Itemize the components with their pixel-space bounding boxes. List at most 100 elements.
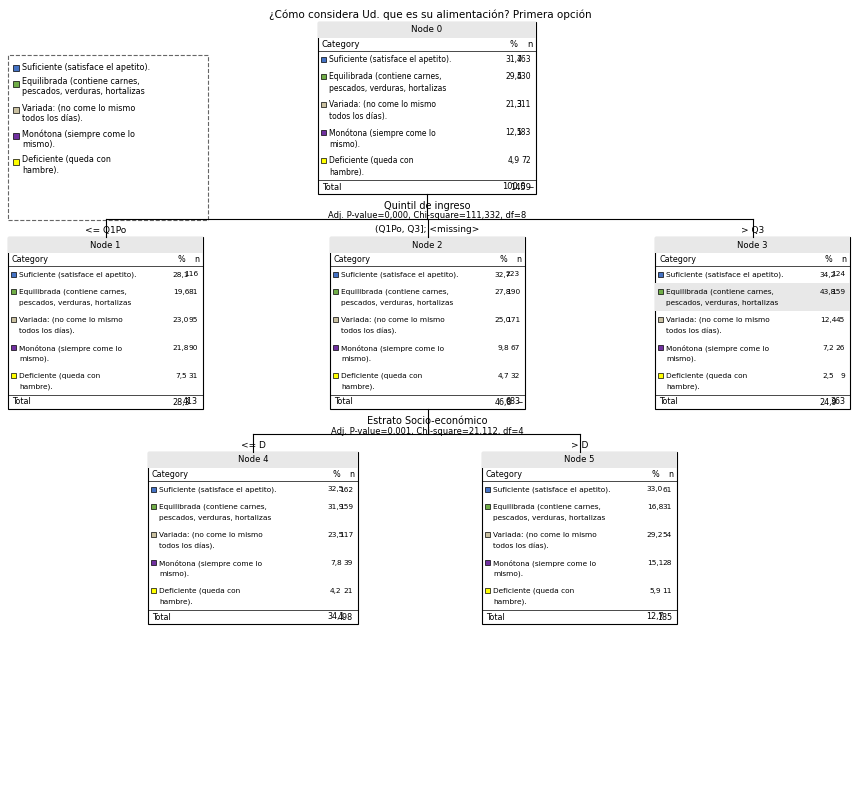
Text: Quintil de ingreso: Quintil de ingreso (384, 201, 470, 211)
Text: 116: 116 (184, 272, 198, 277)
Bar (485, 588, 490, 593)
Text: n: n (517, 255, 521, 264)
Text: 31,9: 31,9 (328, 504, 344, 510)
Text: 90: 90 (188, 345, 198, 351)
Text: Total: Total (12, 397, 31, 406)
Bar (321, 158, 326, 163)
Text: 28,1: 28,1 (173, 272, 189, 277)
Text: %: % (510, 40, 518, 49)
Text: todos los días).: todos los días). (19, 328, 75, 335)
Bar (318, 22, 536, 194)
Text: 28,3: 28,3 (172, 397, 190, 406)
Text: 7,2: 7,2 (822, 345, 834, 351)
Text: mismo).: mismo). (329, 139, 360, 149)
Text: Monótona (siempre come lo: Monótona (siempre come lo (19, 344, 122, 352)
Bar (151, 560, 156, 565)
Text: todos los días).: todos los días). (22, 114, 83, 123)
Text: <= D: <= D (241, 441, 266, 449)
Bar (333, 373, 338, 378)
Text: Deficiente (queda con: Deficiente (queda con (159, 588, 240, 594)
Text: 26: 26 (836, 345, 845, 351)
Text: 45: 45 (836, 317, 845, 323)
Text: 21,3: 21,3 (506, 100, 522, 110)
Text: n: n (841, 255, 846, 264)
Text: 183: 183 (517, 128, 531, 138)
Text: todos los días).: todos los días). (341, 328, 396, 335)
Bar (655, 283, 850, 311)
Text: 31: 31 (188, 373, 198, 379)
Text: 117: 117 (339, 532, 353, 538)
Text: 34,1: 34,1 (328, 613, 345, 622)
Text: n: n (527, 40, 532, 49)
Bar (151, 504, 156, 509)
Text: %: % (651, 470, 659, 479)
Text: Total: Total (486, 613, 505, 622)
Text: Equilibrada (contiene carnes,: Equilibrada (contiene carnes, (19, 288, 126, 296)
Text: hambre).: hambre). (22, 166, 59, 175)
Text: 31: 31 (662, 504, 672, 510)
Text: −: − (517, 398, 523, 407)
Text: Total: Total (322, 183, 341, 191)
Text: mismo).: mismo). (22, 139, 55, 148)
Text: 46,8: 46,8 (494, 397, 512, 406)
Text: 34,2: 34,2 (820, 272, 836, 277)
Text: Category: Category (659, 255, 696, 264)
Text: todos los días).: todos los días). (666, 328, 722, 335)
Text: 311: 311 (517, 100, 531, 110)
Bar (658, 373, 663, 378)
Text: pescados, verduras, hortalizas: pescados, verduras, hortalizas (493, 515, 605, 521)
Text: Suficiente (satisface el apetito).: Suficiente (satisface el apetito). (341, 272, 458, 278)
Text: Suficiente (satisface el apetito).: Suficiente (satisface el apetito). (329, 55, 452, 64)
Text: Category: Category (334, 255, 371, 264)
Text: Deficiente (queda con: Deficiente (queda con (19, 372, 101, 379)
Text: 61: 61 (662, 486, 672, 493)
Text: 11: 11 (662, 588, 672, 594)
Text: 32,7: 32,7 (494, 272, 511, 277)
Text: Monótona (siempre come lo: Monótona (siempre come lo (329, 128, 436, 138)
Text: Equilibrada (contiene carnes,: Equilibrada (contiene carnes, (666, 288, 774, 296)
Bar (655, 237, 850, 409)
Text: Variada: (no come lo mismo: Variada: (no come lo mismo (666, 316, 770, 324)
Text: pescados, verduras, hortalizas: pescados, verduras, hortalizas (19, 300, 132, 306)
Text: n: n (194, 255, 200, 264)
Text: 25,0: 25,0 (494, 317, 511, 323)
Text: 19,6: 19,6 (173, 289, 189, 295)
Text: hambre).: hambre). (159, 599, 193, 606)
Text: todos los días).: todos los días). (493, 542, 549, 549)
Text: mismo).: mismo). (493, 571, 523, 578)
Bar (148, 452, 358, 468)
Text: pescados, verduras, hortalizas: pescados, verduras, hortalizas (159, 515, 271, 521)
Text: Adj. P-value=0,001, Chi-square=21,112, df=4: Adj. P-value=0,001, Chi-square=21,112, d… (331, 426, 524, 436)
Bar (321, 130, 326, 135)
Bar (318, 22, 536, 38)
Text: Equilibrada (contiene carnes,: Equilibrada (contiene carnes, (22, 78, 139, 87)
Bar (11, 373, 16, 378)
Text: 72: 72 (521, 156, 531, 166)
Text: 223: 223 (506, 272, 520, 277)
Text: Monótona (siempre come lo: Monótona (siempre come lo (159, 559, 262, 567)
Text: Node 1: Node 1 (90, 240, 120, 249)
Text: 100,0: 100,0 (502, 183, 525, 191)
Bar (8, 237, 203, 253)
Text: 33,0: 33,0 (647, 486, 663, 493)
Text: 27,8: 27,8 (494, 289, 511, 295)
Text: −: − (528, 183, 534, 192)
Bar (11, 272, 16, 277)
Text: Adj. P-value=0,000, Chi-square=111,332, df=8: Adj. P-value=0,000, Chi-square=111,332, … (328, 211, 526, 220)
Text: Category: Category (486, 470, 523, 479)
Text: 32: 32 (511, 373, 520, 379)
Text: 683: 683 (505, 397, 520, 406)
Text: 162: 162 (339, 486, 353, 493)
Text: n: n (668, 470, 673, 479)
Text: Node 3: Node 3 (737, 240, 768, 249)
Text: Variada: (no come lo mismo: Variada: (no come lo mismo (159, 532, 263, 538)
Text: %: % (824, 255, 832, 264)
Text: 32,5: 32,5 (328, 486, 344, 493)
Text: 5,9: 5,9 (649, 588, 660, 594)
Bar (333, 289, 338, 294)
Text: > Q3: > Q3 (740, 226, 765, 235)
Text: todos los días).: todos los días). (329, 111, 387, 121)
Text: 95: 95 (188, 317, 198, 323)
Text: 185: 185 (657, 613, 672, 622)
Bar (11, 289, 16, 294)
